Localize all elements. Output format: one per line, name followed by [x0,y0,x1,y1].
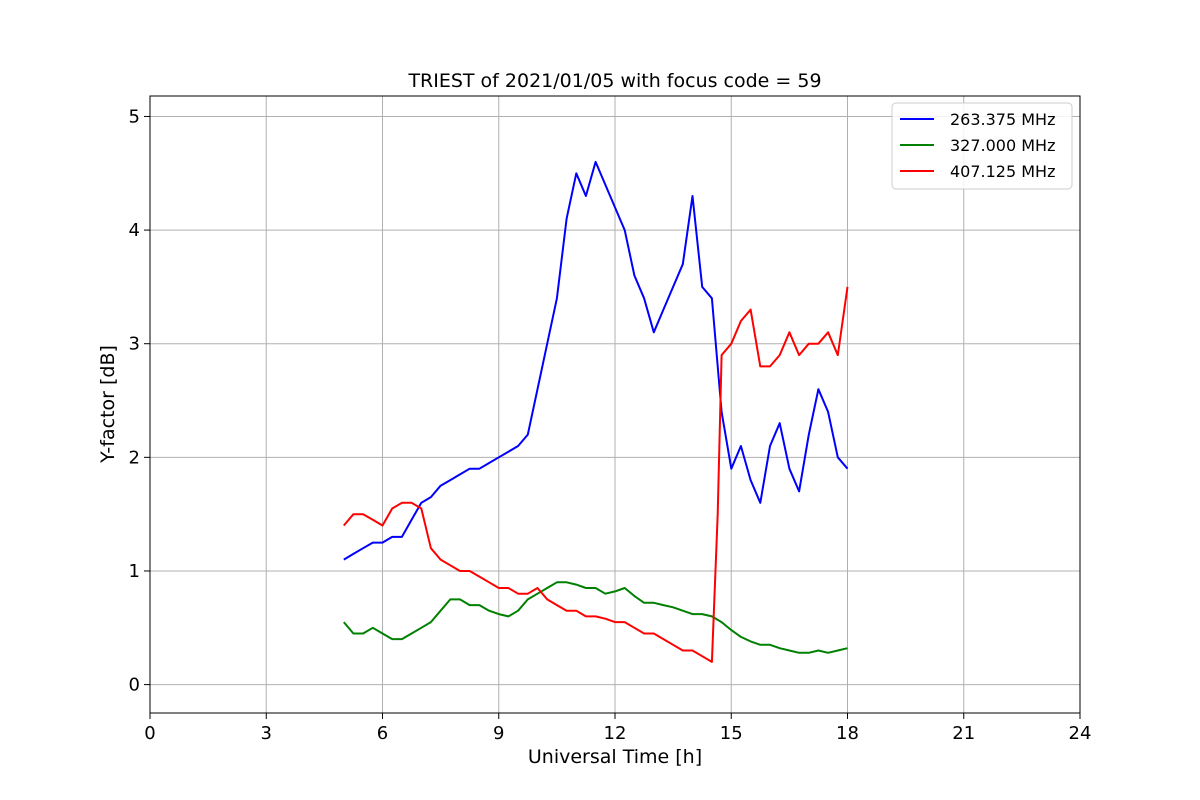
x-tick-label: 24 [1069,723,1092,744]
series-layer [343,160,849,663]
legend-entry-label: 407.125 MHz [950,162,1055,181]
x-tick-label: 15 [720,723,743,744]
y-tick-label: 0 [129,675,140,696]
y-tick-label: 2 [129,447,140,468]
legend-entry-label: 263.375 MHz [950,110,1055,129]
x-tick-label: 0 [144,723,155,744]
legend-box [891,102,1073,190]
legend-entry-label: 327.000 MHz [950,136,1055,155]
y-tick-label: 1 [129,561,140,582]
y-tick-label: 3 [129,334,140,355]
x-tick-label: 18 [836,723,859,744]
chart-title: TRIEST of 2021/01/05 with focus code = 5… [407,70,821,92]
grid [149,96,1081,713]
x-tick-label: 9 [493,723,504,744]
y-axis-label: Y-factor [dB] [97,345,119,464]
x-tick-label: 12 [604,723,627,744]
series-line-1 [343,581,848,654]
x-tick-label: 3 [261,723,272,744]
y-tick-label: 4 [129,220,140,241]
series-line-2 [343,286,849,663]
y-tick-label: 5 [129,106,140,127]
x-axis-label: Universal Time [h] [528,746,702,768]
x-tick-label: 21 [952,723,975,744]
series-line-0 [343,160,849,561]
legend: 263.375 MHz 327.000 MHz 407.125 MHz [891,102,1073,190]
x-tick-label: 6 [377,723,388,744]
